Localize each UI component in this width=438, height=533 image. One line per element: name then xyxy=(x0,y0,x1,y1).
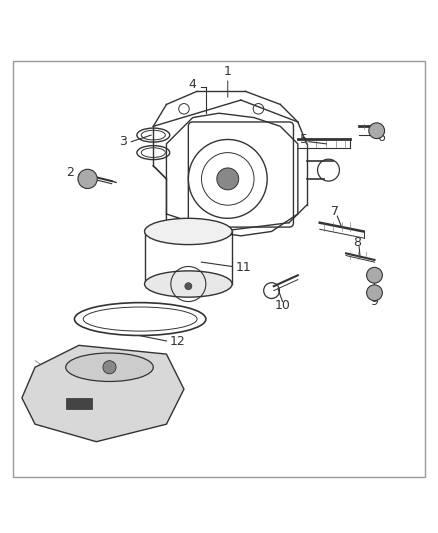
Circle shape xyxy=(103,361,116,374)
Bar xyxy=(66,398,92,409)
Text: 1: 1 xyxy=(224,65,232,78)
Text: 2: 2 xyxy=(66,166,74,179)
Circle shape xyxy=(78,169,97,189)
Text: 8: 8 xyxy=(353,236,361,249)
Circle shape xyxy=(217,168,239,190)
Ellipse shape xyxy=(145,271,232,297)
Text: 9: 9 xyxy=(371,295,378,308)
Text: 12: 12 xyxy=(170,335,185,349)
Polygon shape xyxy=(22,345,184,442)
Text: 13: 13 xyxy=(34,374,49,387)
Circle shape xyxy=(367,268,382,283)
Text: 10: 10 xyxy=(275,300,290,312)
Text: 4: 4 xyxy=(189,78,197,91)
Text: 5: 5 xyxy=(300,133,308,146)
Circle shape xyxy=(369,123,385,139)
Ellipse shape xyxy=(145,219,232,245)
Text: 6: 6 xyxy=(377,131,385,144)
Circle shape xyxy=(367,285,382,301)
Circle shape xyxy=(185,282,192,290)
Text: 3: 3 xyxy=(119,135,127,148)
Text: 7: 7 xyxy=(331,205,339,218)
Ellipse shape xyxy=(66,353,153,382)
Text: 11: 11 xyxy=(235,261,251,274)
